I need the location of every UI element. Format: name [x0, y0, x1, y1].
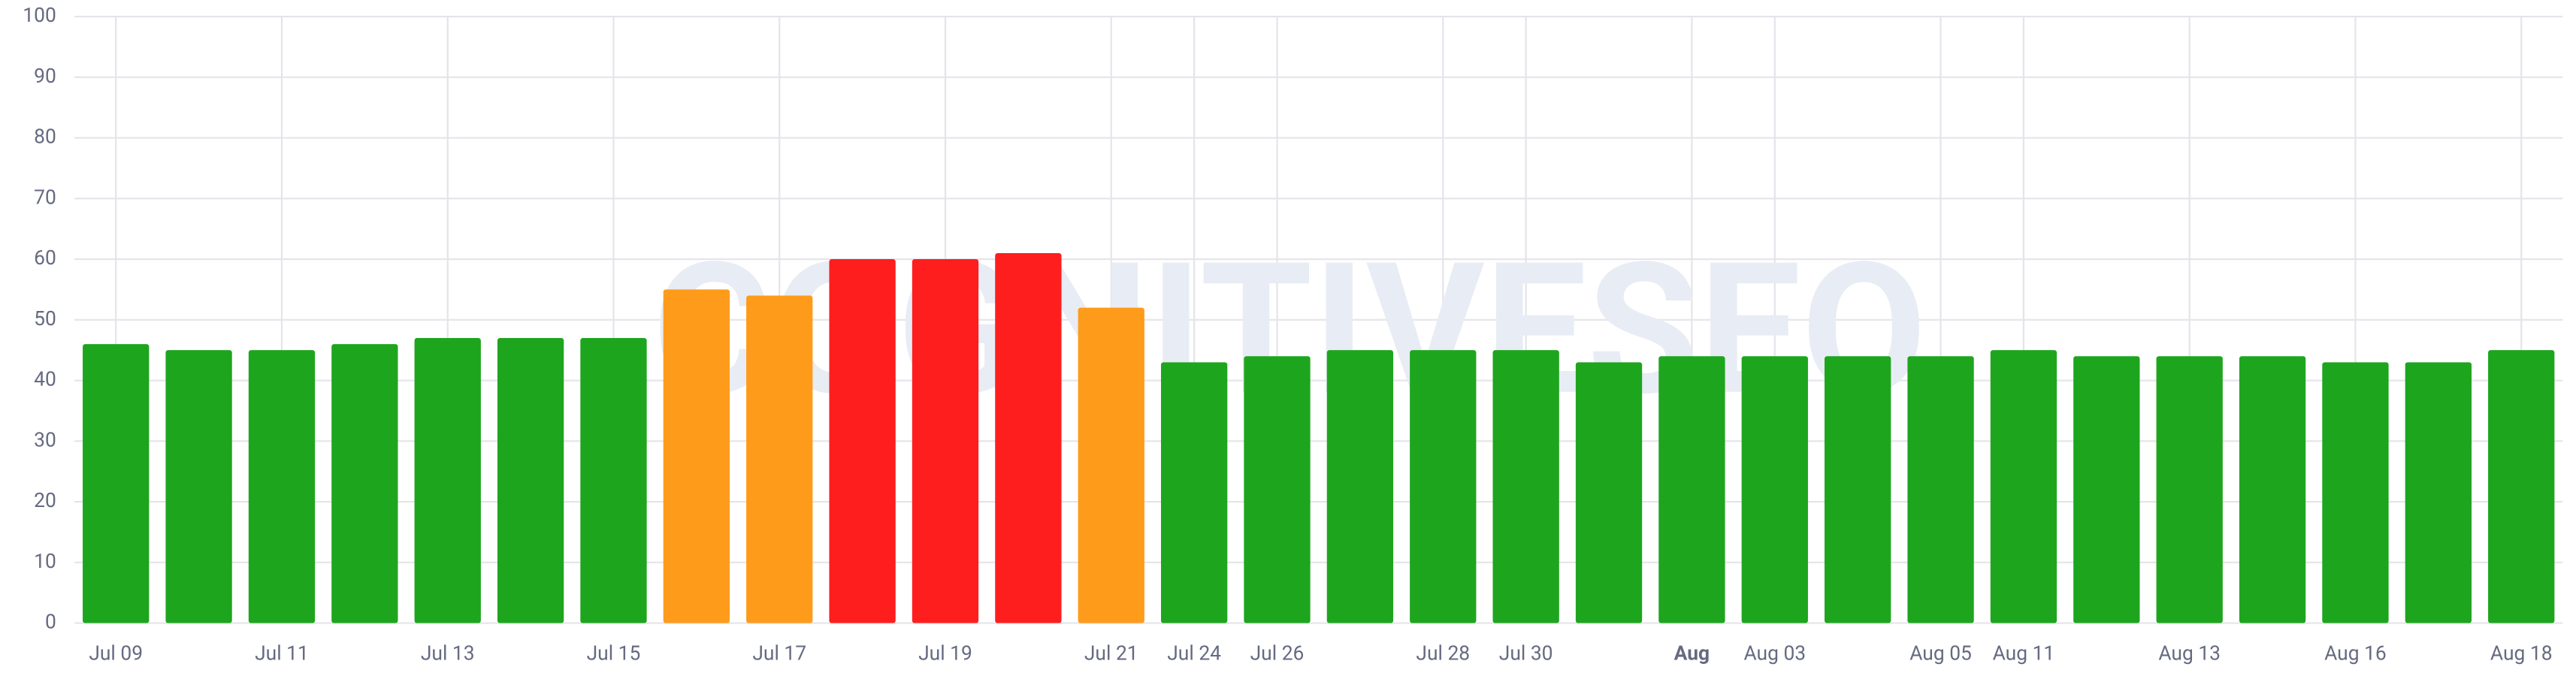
bar	[829, 259, 896, 623]
y-tick-label: 70	[34, 186, 56, 209]
x-tick-label: Jul 24	[1167, 642, 1221, 665]
x-tick-label: Aug 11	[1993, 642, 2055, 665]
x-tick-label: Aug 05	[1909, 642, 1972, 665]
y-tick-label: 80	[34, 126, 56, 149]
bar	[663, 289, 730, 623]
bar	[1990, 350, 2057, 623]
bar	[580, 338, 647, 623]
x-tick-label: Aug 18	[2490, 642, 2553, 665]
bar	[2322, 362, 2389, 623]
bar	[1492, 350, 1559, 623]
bar	[1410, 350, 1477, 623]
x-tick-label: Aug 03	[1743, 642, 1806, 665]
y-tick-label: 60	[34, 247, 56, 270]
bar	[2239, 356, 2306, 623]
y-tick-label: 0	[45, 611, 56, 634]
bar	[1658, 356, 1725, 623]
bar	[1825, 356, 1891, 623]
y-tick-label: 50	[34, 308, 56, 330]
x-tick-label: Jul 17	[752, 642, 806, 665]
bar	[497, 338, 564, 623]
bar	[746, 295, 813, 623]
x-tick-label: Aug 13	[2158, 642, 2221, 665]
y-tick-label: 100	[23, 5, 56, 27]
x-tick-label: Jul 26	[1250, 642, 1305, 665]
x-tick-label: Jul 19	[918, 642, 972, 665]
bar	[1244, 356, 1311, 623]
bar	[1160, 362, 1228, 623]
bar	[331, 344, 398, 623]
x-tick-label: Jul 09	[89, 642, 143, 665]
bar	[2073, 356, 2140, 623]
bar	[1907, 356, 1974, 623]
x-tick-label: Jul 28	[1416, 642, 1470, 665]
x-tick-label: Aug	[1674, 642, 1710, 665]
bar	[1326, 350, 1394, 623]
bar	[1741, 356, 1808, 623]
bar	[2488, 350, 2555, 623]
bar	[995, 252, 1062, 623]
bar	[1575, 362, 1643, 623]
x-tick-label: Aug 16	[2324, 642, 2387, 665]
y-tick-label: 20	[34, 490, 56, 512]
x-tick-label: Jul 30	[1499, 642, 1553, 665]
bar	[414, 338, 481, 623]
bar	[248, 350, 316, 623]
bar	[2156, 356, 2223, 623]
y-tick-label: 90	[34, 65, 56, 88]
bar	[1078, 307, 1144, 623]
y-tick-label: 40	[34, 369, 56, 391]
bar	[912, 259, 979, 623]
y-tick-label: 30	[34, 429, 56, 451]
bar	[165, 350, 232, 623]
x-tick-label: Jul 13	[421, 642, 475, 665]
x-tick-label: Jul 15	[587, 642, 641, 665]
x-tick-label: Jul 11	[255, 642, 309, 665]
x-tick-label: Jul 21	[1084, 642, 1138, 665]
y-tick-label: 10	[34, 551, 56, 573]
bar	[83, 344, 150, 623]
bar	[2405, 362, 2472, 623]
